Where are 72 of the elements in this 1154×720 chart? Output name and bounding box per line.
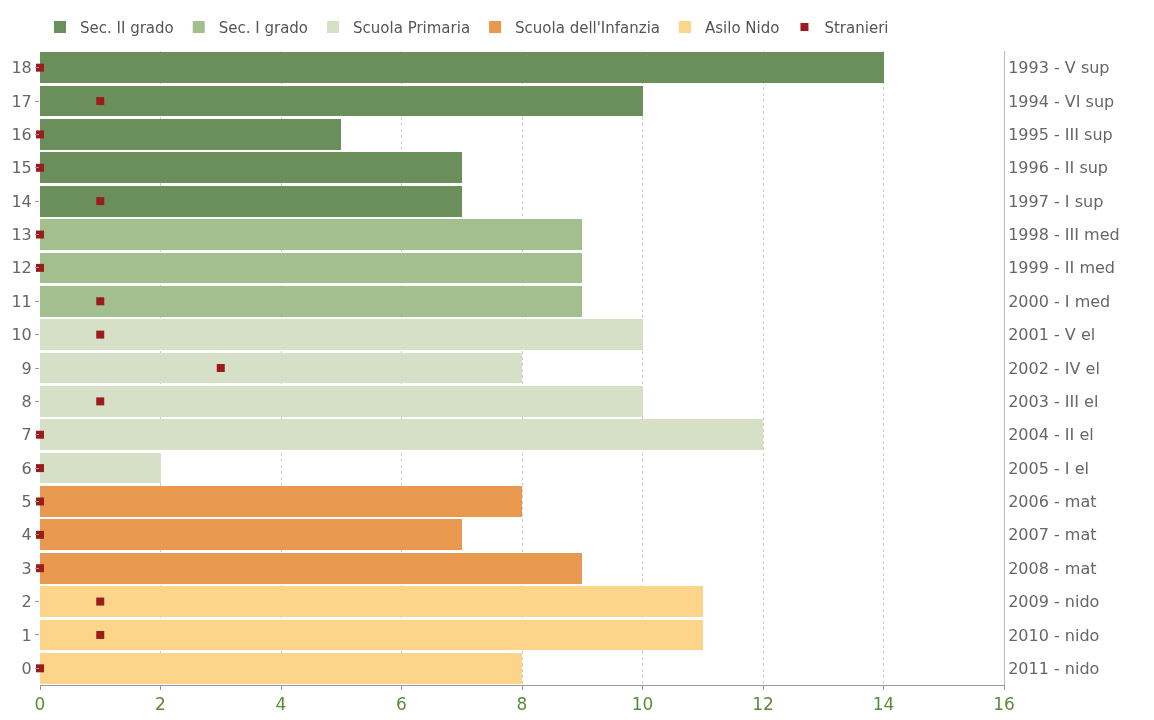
y-tick-label: 12 [11, 258, 32, 278]
y2-tick-label: 1999 - II med [1008, 258, 1115, 278]
x-tick-label: 2 [155, 694, 166, 715]
legend-label: Asilo Nido [705, 18, 780, 37]
legend-label: Sec. I grado [218, 18, 309, 37]
bar [40, 386, 643, 417]
y-tick-label: 11 [11, 291, 32, 311]
y2-tick-label: 2008 - mat [1008, 558, 1097, 578]
y-tick-label: 14 [11, 191, 32, 211]
bar [40, 85, 643, 117]
bar [40, 552, 583, 584]
y2-tick-label: 2004 - II el [1008, 425, 1094, 445]
y2-tick-label: 2001 - V el [1008, 325, 1096, 345]
y2-tick-label: 1996 - II sup [1008, 158, 1109, 178]
x-tick-label: 0 [34, 694, 46, 715]
x-tick-label: 12 [752, 694, 774, 715]
bar [40, 285, 583, 317]
bar [40, 152, 462, 184]
bar [40, 619, 703, 651]
bar [40, 586, 703, 617]
legend-label: Stranieri [824, 18, 889, 37]
bar [40, 519, 462, 551]
legend-label: Sec. II grado [80, 18, 174, 37]
bar [40, 219, 583, 250]
bar [40, 352, 522, 384]
y2-tick-label: 1998 - III med [1008, 225, 1120, 245]
x-tick-label: 4 [275, 694, 287, 715]
x-tick-label: 8 [516, 694, 528, 715]
y-tick-label: 1 [21, 625, 32, 645]
y-tick-label: 5 [21, 492, 32, 512]
y2-tick-label: 1994 - VI sup [1008, 91, 1115, 111]
x-tick-label: 14 [872, 694, 895, 715]
y2-tick-label: 1995 - III sup [1008, 125, 1113, 145]
y2-tick-label: 2005 - I el [1008, 458, 1089, 478]
y2-tick-label: 1993 - V sup [1008, 58, 1110, 78]
y2-tick-label: 1997 - I sup [1008, 191, 1104, 211]
y-tick-label: 8 [21, 391, 32, 411]
y-tick-label: 13 [11, 225, 32, 245]
bar [40, 452, 161, 484]
y-tick-label: 18 [11, 58, 32, 78]
legend-label: Scuola Primaria [353, 18, 471, 37]
y2-tick-label: 2002 - IV el [1008, 358, 1100, 378]
x-tick-label: 10 [631, 694, 654, 715]
bar [40, 319, 643, 350]
y-tick-label: 16 [11, 125, 32, 145]
y-tick-label: 4 [21, 525, 32, 545]
bar [40, 52, 884, 84]
y-tick-label: 17 [11, 91, 32, 111]
y2-tick-label: 2007 - mat [1008, 525, 1097, 545]
y2-tick-label: 2011 - nido [1008, 658, 1100, 678]
y-tick-label: 10 [11, 325, 32, 345]
y-tick-label: 0 [21, 658, 32, 678]
y-tick-label: 15 [11, 158, 32, 178]
y2-tick-label: 2003 - III el [1008, 391, 1099, 411]
y2-tick-label: 2010 - nido [1008, 625, 1100, 645]
y-tick-label: 2 [21, 592, 32, 612]
bar [40, 486, 522, 517]
bar [40, 252, 583, 284]
bar [40, 185, 462, 217]
y-tick-label: 3 [21, 558, 32, 578]
y-tick-label: 9 [21, 358, 32, 378]
x-tick-label: 6 [396, 694, 407, 715]
y2-tick-label: 2009 - nido [1008, 592, 1100, 612]
y2-tick-label: 2006 - mat [1008, 492, 1097, 512]
bar [40, 652, 522, 684]
y-tick-label: 6 [21, 458, 32, 478]
y-tick-label: 7 [21, 425, 32, 445]
y2-tick-label: 2000 - I med [1008, 291, 1111, 311]
bar [40, 419, 763, 451]
legend-label: Scuola dell'Infanzia [515, 18, 661, 37]
bar [40, 119, 342, 150]
x-tick-label: 16 [993, 694, 1015, 715]
